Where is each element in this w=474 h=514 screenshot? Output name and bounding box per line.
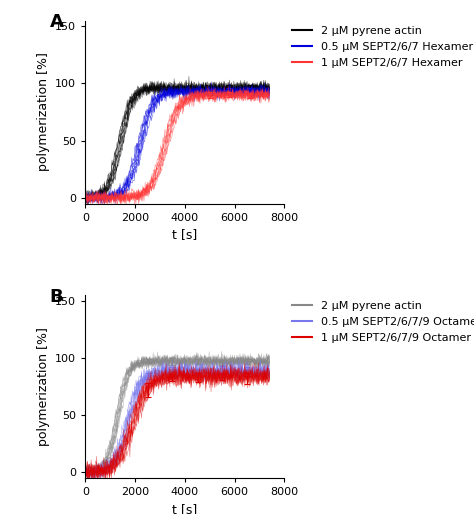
Text: A: A (49, 13, 64, 31)
Text: B: B (49, 288, 63, 306)
X-axis label: t [s]: t [s] (172, 228, 198, 241)
Legend: 2 μM pyrene actin, 0.5 μM SEPT2/6/7/9 Octamer, 1 μM SEPT2/6/7/9 Octamer: 2 μM pyrene actin, 0.5 μM SEPT2/6/7/9 Oc… (292, 301, 474, 343)
Y-axis label: polymerization [%]: polymerization [%] (37, 327, 50, 446)
X-axis label: t [s]: t [s] (172, 503, 198, 514)
Legend: 2 μM pyrene actin, 0.5 μM SEPT2/6/7 Hexamer, 1 μM SEPT2/6/7 Hexamer: 2 μM pyrene actin, 0.5 μM SEPT2/6/7 Hexa… (292, 26, 473, 68)
Y-axis label: polymerization [%]: polymerization [%] (37, 52, 50, 172)
